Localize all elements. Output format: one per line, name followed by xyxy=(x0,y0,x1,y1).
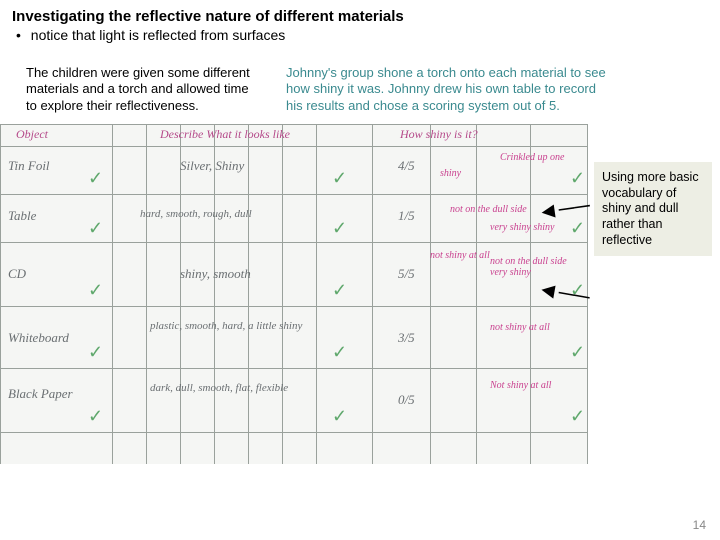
row3-note: not shiny at all xyxy=(430,250,490,261)
student-table: Object Describe What it looks like How s… xyxy=(0,124,588,464)
description-left: The children were given some different m… xyxy=(26,65,256,114)
row2-score: 1/5 xyxy=(398,208,415,224)
check-icon: ✓ xyxy=(88,218,103,239)
row3-object: CD xyxy=(8,266,26,282)
row3-desc: shiny, smooth xyxy=(180,266,251,282)
row4-side: not shiny at all xyxy=(490,322,570,333)
row5-desc: dark, dull, smooth, flat, flexible xyxy=(150,382,330,394)
check-icon: ✓ xyxy=(332,280,347,301)
description-right: Johnny's group shone a torch onto each m… xyxy=(286,65,606,114)
row2-desc: hard, smooth, rough, dull xyxy=(140,208,252,220)
check-icon: ✓ xyxy=(88,406,103,427)
description-row: The children were given some different m… xyxy=(0,47,720,124)
row1-score: 4/5 xyxy=(398,158,415,174)
check-icon: ✓ xyxy=(332,168,347,189)
check-icon: ✓ xyxy=(570,168,585,189)
check-icon: ✓ xyxy=(88,342,103,363)
row5-side: Not shiny at all xyxy=(490,380,570,391)
page-title: Investigating the reflective nature of d… xyxy=(12,8,708,25)
row2-object: Table xyxy=(8,208,36,224)
row3-side: not on the dull side very shiny xyxy=(490,256,580,278)
check-icon: ✓ xyxy=(332,342,347,363)
row1-side: Crinkled up one xyxy=(500,152,564,163)
header-bullet: notice that light is reflected from surf… xyxy=(12,27,708,43)
callout-box: Using more basic vocabulary of shiny and… xyxy=(594,162,712,256)
check-icon: ✓ xyxy=(570,342,585,363)
row4-desc: plastic, smooth, hard, a little shiny xyxy=(150,320,330,332)
check-icon: ✓ xyxy=(332,406,347,427)
page-number: 14 xyxy=(693,518,706,532)
check-icon: ✓ xyxy=(570,406,585,427)
col-header-score: How shiny is it? xyxy=(400,127,478,142)
row2-note: not on the dull side xyxy=(450,204,530,215)
row4-score: 3/5 xyxy=(398,330,415,346)
row1-object: Tin Foil xyxy=(8,158,50,174)
col-header-desc: Describe What it looks like xyxy=(160,127,290,142)
row3-score: 5/5 xyxy=(398,266,415,282)
row1-note: shiny xyxy=(440,168,461,179)
row1-desc: Silver, Shiny xyxy=(180,158,244,174)
check-icon: ✓ xyxy=(88,280,103,301)
row4-object: Whiteboard xyxy=(8,330,69,346)
col-header-object: Object xyxy=(16,127,48,142)
check-icon: ✓ xyxy=(88,168,103,189)
check-icon: ✓ xyxy=(332,218,347,239)
row5-score: 0/5 xyxy=(398,392,415,408)
row5-object: Black Paper xyxy=(8,386,98,402)
